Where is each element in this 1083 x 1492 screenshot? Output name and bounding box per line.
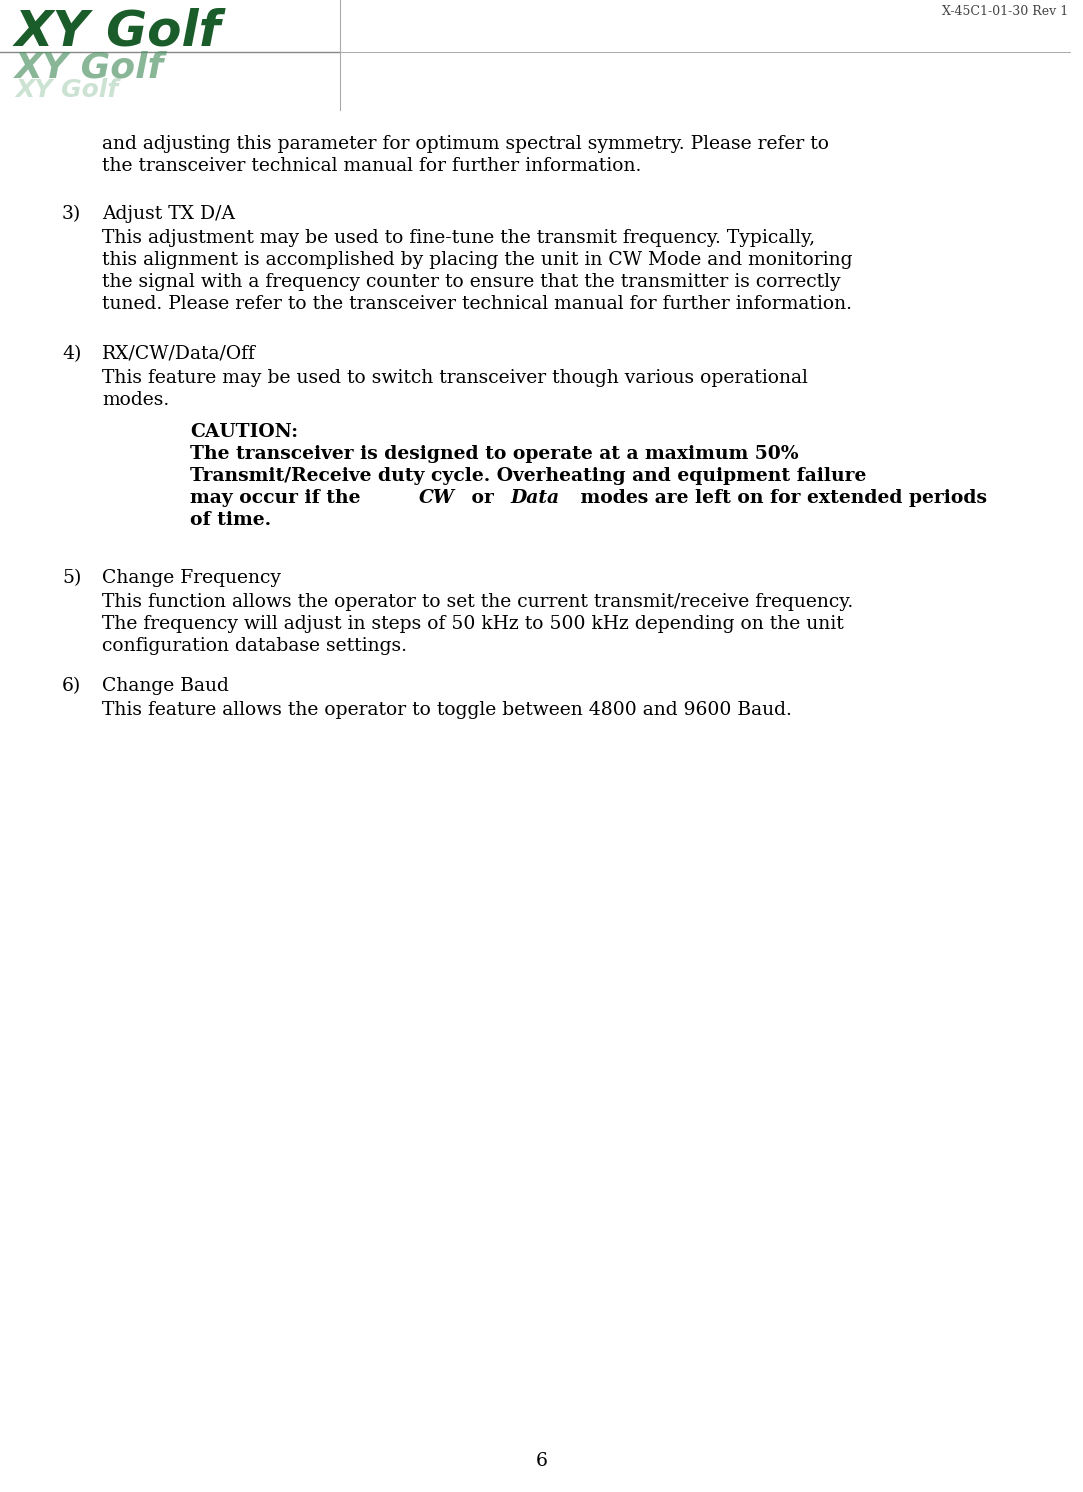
- Text: of time.: of time.: [190, 510, 271, 530]
- Text: modes are left on for extended periods: modes are left on for extended periods: [574, 489, 987, 507]
- Text: modes.: modes.: [102, 391, 169, 409]
- Text: Adjust TX D/A: Adjust TX D/A: [102, 204, 235, 222]
- Text: 4): 4): [62, 345, 81, 363]
- Text: Data: Data: [510, 489, 560, 507]
- Text: This adjustment may be used to fine-tune the transmit frequency. Typically,: This adjustment may be used to fine-tune…: [102, 228, 815, 248]
- Text: this alignment is accomplished by placing the unit in CW Mode and monitoring: this alignment is accomplished by placin…: [102, 251, 852, 269]
- Text: 3): 3): [62, 204, 81, 222]
- Text: the signal with a frequency counter to ensure that the transmitter is correctly: the signal with a frequency counter to e…: [102, 273, 840, 291]
- Text: and adjusting this parameter for optimum spectral symmetry. Please refer to: and adjusting this parameter for optimum…: [102, 134, 828, 154]
- Text: CW: CW: [418, 489, 454, 507]
- Text: This feature allows the operator to toggle between 4800 and 9600 Baud.: This feature allows the operator to togg…: [102, 701, 792, 719]
- Text: CAUTION:: CAUTION:: [190, 424, 298, 442]
- Text: 6): 6): [62, 677, 81, 695]
- Text: Change Frequency: Change Frequency: [102, 568, 280, 586]
- Text: The transceiver is designed to operate at a maximum 50%: The transceiver is designed to operate a…: [190, 445, 798, 463]
- Text: XY Golf: XY Golf: [15, 51, 165, 84]
- Text: or: or: [465, 489, 500, 507]
- Text: The frequency will adjust in steps of 50 kHz to 500 kHz depending on the unit: The frequency will adjust in steps of 50…: [102, 615, 844, 633]
- Text: 6: 6: [536, 1452, 547, 1470]
- Text: tuned. Please refer to the transceiver technical manual for further information.: tuned. Please refer to the transceiver t…: [102, 295, 852, 313]
- Text: 5): 5): [62, 568, 81, 586]
- Text: may occur if the: may occur if the: [190, 489, 367, 507]
- Text: X-45C1-01-30 Rev 1: X-45C1-01-30 Rev 1: [942, 4, 1068, 18]
- Text: XY Golf: XY Golf: [15, 7, 221, 57]
- Text: This function allows the operator to set the current transmit/receive frequency.: This function allows the operator to set…: [102, 592, 853, 612]
- Text: Change Baud: Change Baud: [102, 677, 229, 695]
- Text: the transceiver technical manual for further information.: the transceiver technical manual for fur…: [102, 157, 641, 175]
- Text: Transmit/Receive duty cycle. Overheating and equipment failure: Transmit/Receive duty cycle. Overheating…: [190, 467, 866, 485]
- Text: XY Golf: XY Golf: [15, 78, 118, 101]
- Text: RX/CW/Data/Off: RX/CW/Data/Off: [102, 345, 256, 363]
- Text: This feature may be used to switch transceiver though various operational: This feature may be used to switch trans…: [102, 369, 808, 386]
- Text: configuration database settings.: configuration database settings.: [102, 637, 407, 655]
